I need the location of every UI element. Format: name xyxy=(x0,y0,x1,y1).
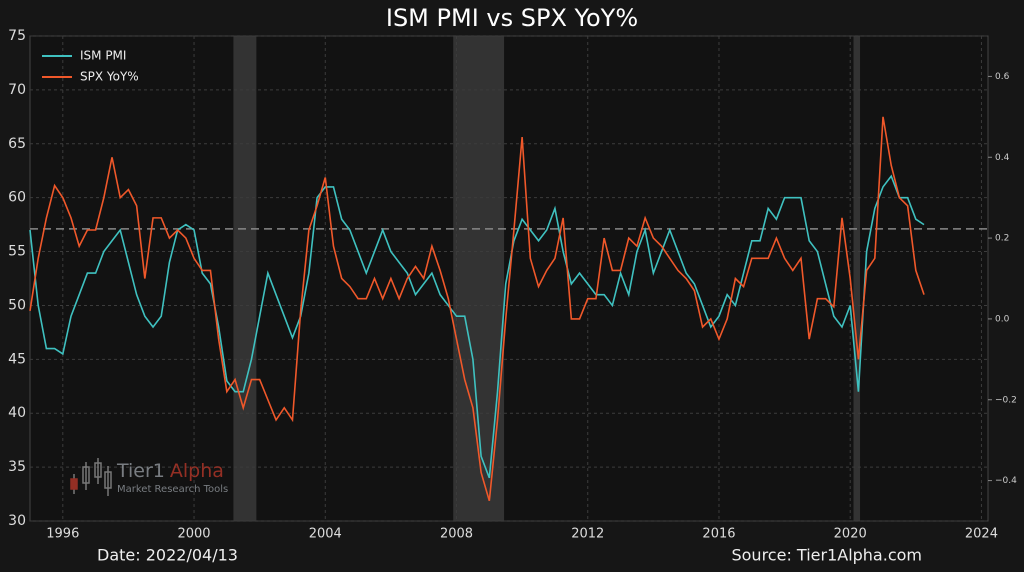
y2-tick-label: 0.4 xyxy=(995,153,1010,163)
y2-tick-label: 0.2 xyxy=(995,234,1009,244)
y-tick-label: 45 xyxy=(8,351,26,367)
x-tick-label: 2016 xyxy=(702,527,735,542)
x-tick-label: 2020 xyxy=(834,527,867,542)
y-tick-label: 30 xyxy=(8,513,26,529)
chart-title: ISM PMI vs SPX YoY% xyxy=(386,4,638,32)
logo-tagline: Market Research Tools xyxy=(117,484,228,495)
x-tick-label: 1996 xyxy=(46,527,79,542)
y-tick-label: 35 xyxy=(8,459,26,475)
series-line xyxy=(29,174,925,479)
y-tick-label: 60 xyxy=(8,190,26,206)
recession-shade xyxy=(233,36,257,521)
y-tick-label: 55 xyxy=(8,244,26,260)
y-tick-label: 65 xyxy=(8,136,26,152)
series-line xyxy=(29,116,925,502)
y-tick-label: 75 xyxy=(8,28,26,44)
x-tick-label: 2004 xyxy=(309,527,342,542)
logo-name-part: Alpha xyxy=(170,460,224,482)
legend: ISM PMI SPX YoY% xyxy=(42,49,139,84)
date-note: Date: 2022/04/13 xyxy=(97,546,238,565)
x-tick-label: 2024 xyxy=(965,527,998,542)
y2-tick-label: 0.6 xyxy=(995,72,1010,82)
y2-tick-label: 0.0 xyxy=(995,314,1010,324)
legend-label: ISM PMI xyxy=(80,49,126,63)
y-tick-label: 40 xyxy=(8,405,26,421)
legend-label: SPX YoY% xyxy=(80,70,139,84)
x-tick-label: 2000 xyxy=(177,527,210,542)
y-tick-label: 70 xyxy=(8,82,26,98)
source-note: Source: Tier1Alpha.com xyxy=(731,546,922,565)
y2-tick-label: −0.2 xyxy=(995,395,1017,405)
plot-area: 30 35 40 45 50 55 60 65 70 75 1996 2000 2004 2008 2012… xyxy=(8,28,1017,542)
logo: Tier1 Alpha Market Research Tools xyxy=(70,458,228,496)
recession-shade xyxy=(853,36,861,521)
logo-icon xyxy=(70,458,112,496)
x-tick-label: 2008 xyxy=(440,527,473,542)
logo-name: Tier1 Alpha xyxy=(116,460,224,482)
y2-tick-label: −0.4 xyxy=(995,476,1017,486)
logo-name-part: Tier1 xyxy=(116,460,165,482)
y-tick-label: 50 xyxy=(8,297,26,313)
x-tick-label: 2012 xyxy=(571,527,604,542)
